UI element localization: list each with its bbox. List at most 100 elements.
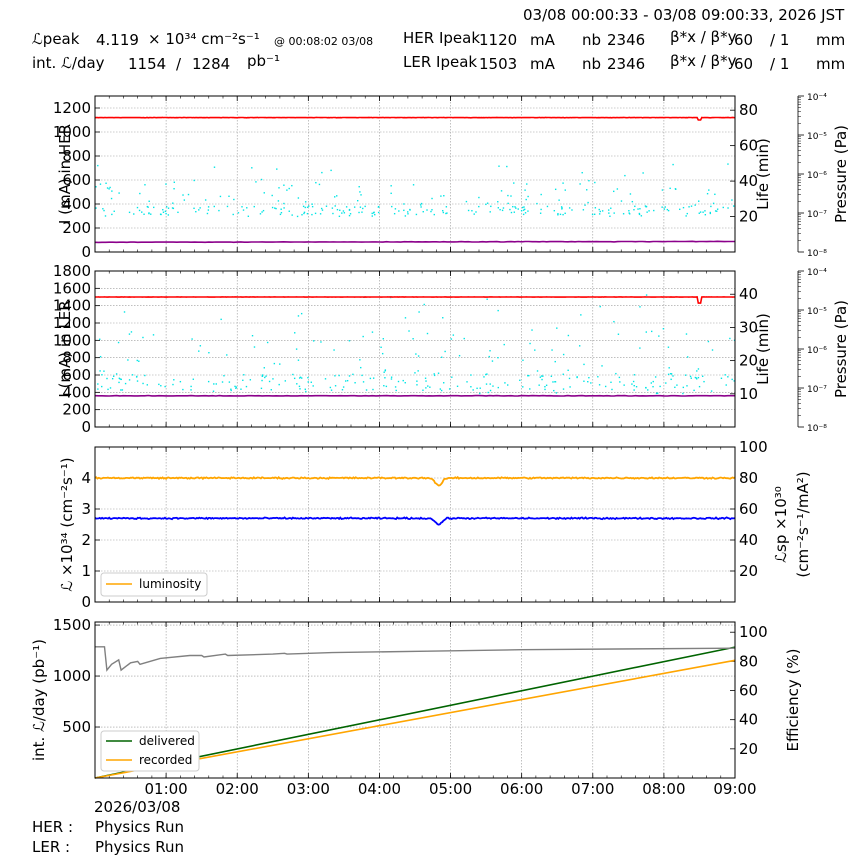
ler-life-point [215, 383, 217, 385]
her-life-point [642, 172, 644, 174]
her-life-point [106, 187, 109, 189]
ler-nb-value: 2346 [607, 55, 646, 73]
ler-life-point [522, 359, 524, 361]
ler-life-point [135, 376, 138, 378]
her-life-point [198, 209, 200, 211]
ler-life-point [152, 334, 155, 336]
her-life-point [560, 206, 563, 208]
ler-life-point [623, 384, 625, 386]
luminosity-line [94, 475, 736, 487]
ler-life-point [682, 386, 685, 389]
her-life-point [524, 189, 526, 191]
footer-her-label: HER : [32, 818, 74, 836]
ler-life-point [536, 370, 539, 372]
her-life-point [110, 197, 113, 200]
her-life-point [584, 204, 586, 206]
ler-life-point [456, 385, 459, 387]
her-life-point [445, 206, 448, 208]
her-life-point [146, 205, 149, 208]
ler-life-point [348, 340, 351, 342]
her-life-point [213, 166, 216, 168]
ler-life-point [670, 378, 672, 381]
ler-life-point [360, 366, 362, 369]
her-life-point [199, 207, 201, 209]
her-life-point [716, 210, 718, 212]
y-tick-label: 1 [81, 562, 91, 580]
ler-life-point [268, 380, 271, 383]
her-life-point [246, 207, 248, 209]
her-life-point [306, 206, 309, 208]
her-life-point [465, 200, 468, 203]
her-life-point [283, 202, 285, 205]
ler-life-point [711, 349, 714, 351]
ler-life-point [372, 377, 375, 379]
ler-life-point [261, 375, 264, 377]
her-life-point [288, 187, 290, 190]
ler-life-point [707, 340, 710, 343]
y2-tick-label: 60 [739, 500, 758, 518]
her-life-point [669, 187, 671, 190]
her-life-point [562, 213, 564, 216]
her-life-point [111, 213, 113, 216]
ler-life-point [123, 311, 126, 313]
ler-life-point [199, 345, 202, 347]
her-life-point [608, 212, 610, 214]
ler-life-point [488, 355, 490, 358]
y-tick-label: 200 [62, 401, 91, 419]
ler-life-point [633, 385, 635, 387]
her-life-point [633, 209, 635, 211]
lpeak-unit: × 10³⁴ cm⁻²s⁻¹ [148, 30, 260, 48]
ler-life-point [534, 349, 536, 351]
ler-life-point [426, 332, 429, 335]
her-life-point [637, 208, 639, 210]
x-tick-label: 03:00 [287, 780, 330, 798]
her-life-point [593, 213, 596, 215]
her-life-point [648, 210, 650, 212]
intl-recorded: 1154 [128, 55, 167, 73]
lpeak-value: 4.119 [96, 31, 139, 49]
her-life-point [609, 215, 611, 217]
ler-ylabel: I (mA) in LER [56, 300, 74, 397]
her-life-point [330, 169, 332, 172]
ler-life-point [278, 383, 280, 386]
ler-life-point [685, 333, 688, 335]
ler-life-point [442, 317, 444, 319]
her-beta-label: β*x / β*y [670, 28, 737, 46]
ler-life-point [531, 329, 533, 331]
ler-life-point [324, 378, 327, 380]
her-life-point [628, 213, 631, 215]
her-life-point [251, 167, 253, 169]
pressure-tick-label: 10⁻⁷ [807, 385, 827, 395]
ler-life-point [665, 382, 667, 384]
ler-life-point [369, 377, 372, 380]
x-tick-label: 09:00 [713, 780, 756, 798]
ler-life-point [416, 384, 418, 386]
her-life-point [263, 192, 265, 194]
her-life-point [302, 205, 305, 208]
legend-label-delivered: delivered [139, 734, 195, 748]
y2-tick-label: 80 [739, 652, 758, 670]
her-life-point [522, 213, 525, 216]
lsp-ylabel-2: (cm⁻²s⁻¹/mA²) [794, 471, 812, 577]
ler-life-point [292, 373, 294, 376]
ler-life-point [580, 314, 582, 316]
ler-life-point [615, 372, 617, 375]
ler-life-point [652, 380, 654, 383]
y2-tick-label: 20 [739, 352, 758, 370]
ler-life-point [138, 360, 140, 362]
ler-life-point [472, 389, 474, 391]
her-life-point [502, 207, 505, 209]
ler-life-point [458, 354, 461, 357]
y-tick-label: 1600 [53, 279, 91, 297]
her-life-point [255, 181, 257, 183]
ler-life-point [725, 384, 727, 386]
y-tick-label: 400 [62, 195, 91, 213]
ler-beta-label: β*x / β*y [670, 52, 737, 70]
ler-life-point [443, 382, 445, 384]
ler-life-point [639, 347, 641, 349]
her-life-point [694, 204, 696, 206]
her-life-point [420, 206, 422, 208]
y2-tick-label: 30 [739, 318, 758, 336]
ler-life-point [264, 376, 266, 379]
ler-life-point [179, 380, 182, 383]
